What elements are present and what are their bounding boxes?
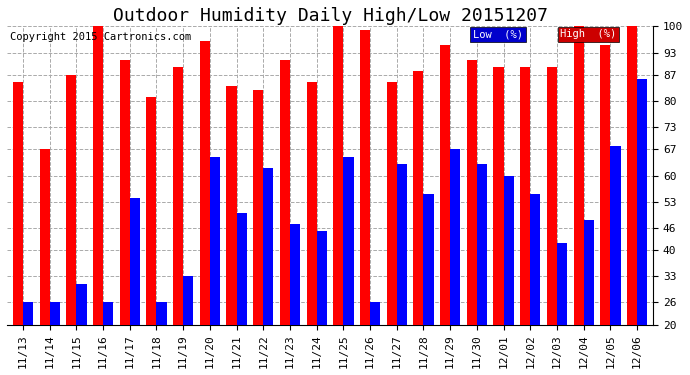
Bar <box>450 150 460 375</box>
Bar <box>504 176 514 375</box>
Bar <box>237 213 247 375</box>
Bar <box>264 168 273 375</box>
Bar <box>584 220 594 375</box>
Bar <box>50 302 60 375</box>
Bar <box>253 90 264 375</box>
Bar <box>557 243 567 375</box>
Bar <box>520 68 530 375</box>
Bar <box>344 157 353 375</box>
Bar <box>157 302 166 375</box>
Bar <box>39 150 50 375</box>
Bar <box>360 30 370 375</box>
Bar <box>627 27 637 375</box>
Bar <box>119 60 130 375</box>
Text: Low  (%): Low (%) <box>473 30 523 39</box>
Bar <box>146 97 157 375</box>
Bar <box>103 302 113 375</box>
Title: Outdoor Humidity Daily High/Low 20151207: Outdoor Humidity Daily High/Low 20151207 <box>112 7 547 25</box>
Bar <box>183 276 193 375</box>
Bar <box>386 82 397 375</box>
Bar <box>66 75 77 375</box>
Bar <box>530 194 540 375</box>
Bar <box>600 45 611 375</box>
Bar <box>424 194 433 375</box>
Bar <box>23 302 33 375</box>
Bar <box>93 27 103 375</box>
Bar <box>306 82 317 375</box>
Bar <box>317 231 327 375</box>
Bar <box>397 164 407 375</box>
Bar <box>546 68 557 375</box>
Text: High  (%): High (%) <box>560 30 617 39</box>
Bar <box>290 224 300 375</box>
Bar <box>370 302 380 375</box>
Bar <box>637 79 647 375</box>
Bar <box>611 146 620 375</box>
Bar <box>477 164 487 375</box>
Bar <box>13 82 23 375</box>
Bar <box>333 27 344 375</box>
Bar <box>210 157 220 375</box>
Bar <box>413 71 424 375</box>
Bar <box>199 41 210 375</box>
Bar <box>280 60 290 375</box>
Bar <box>573 27 584 375</box>
Bar <box>130 198 140 375</box>
Bar <box>77 284 86 375</box>
Bar <box>466 60 477 375</box>
Bar <box>440 45 450 375</box>
Bar <box>493 68 504 375</box>
Bar <box>226 86 237 375</box>
Text: Copyright 2015 Cartronics.com: Copyright 2015 Cartronics.com <box>10 33 191 42</box>
Bar <box>173 68 183 375</box>
